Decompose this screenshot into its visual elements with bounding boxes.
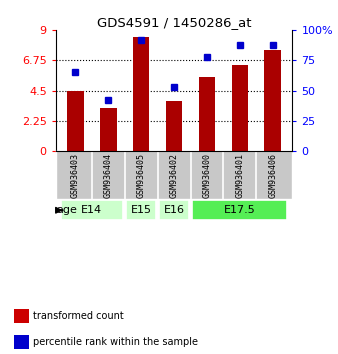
Text: GSM936402: GSM936402 xyxy=(170,153,178,198)
Bar xyxy=(166,101,182,151)
Bar xyxy=(67,91,84,151)
Text: E14: E14 xyxy=(81,205,102,215)
Bar xyxy=(61,200,123,220)
Bar xyxy=(100,108,117,151)
Text: E17.5: E17.5 xyxy=(224,205,256,215)
Text: GSM936403: GSM936403 xyxy=(71,153,80,198)
Text: GSM936404: GSM936404 xyxy=(104,153,113,198)
Text: GSM936406: GSM936406 xyxy=(268,153,277,198)
Text: E15: E15 xyxy=(131,205,152,215)
Bar xyxy=(199,77,215,151)
Text: transformed count: transformed count xyxy=(33,311,124,321)
Title: GDS4591 / 1450286_at: GDS4591 / 1450286_at xyxy=(97,16,251,29)
Text: age: age xyxy=(56,205,77,215)
Bar xyxy=(192,200,287,220)
Bar xyxy=(133,37,149,151)
Bar xyxy=(126,200,156,220)
Bar xyxy=(264,50,281,151)
Text: GSM936401: GSM936401 xyxy=(235,153,244,198)
Bar xyxy=(232,65,248,151)
Text: E16: E16 xyxy=(164,205,185,215)
Text: GSM936405: GSM936405 xyxy=(137,153,146,198)
Text: GSM936400: GSM936400 xyxy=(202,153,212,198)
Bar xyxy=(159,200,189,220)
Text: percentile rank within the sample: percentile rank within the sample xyxy=(33,337,198,347)
